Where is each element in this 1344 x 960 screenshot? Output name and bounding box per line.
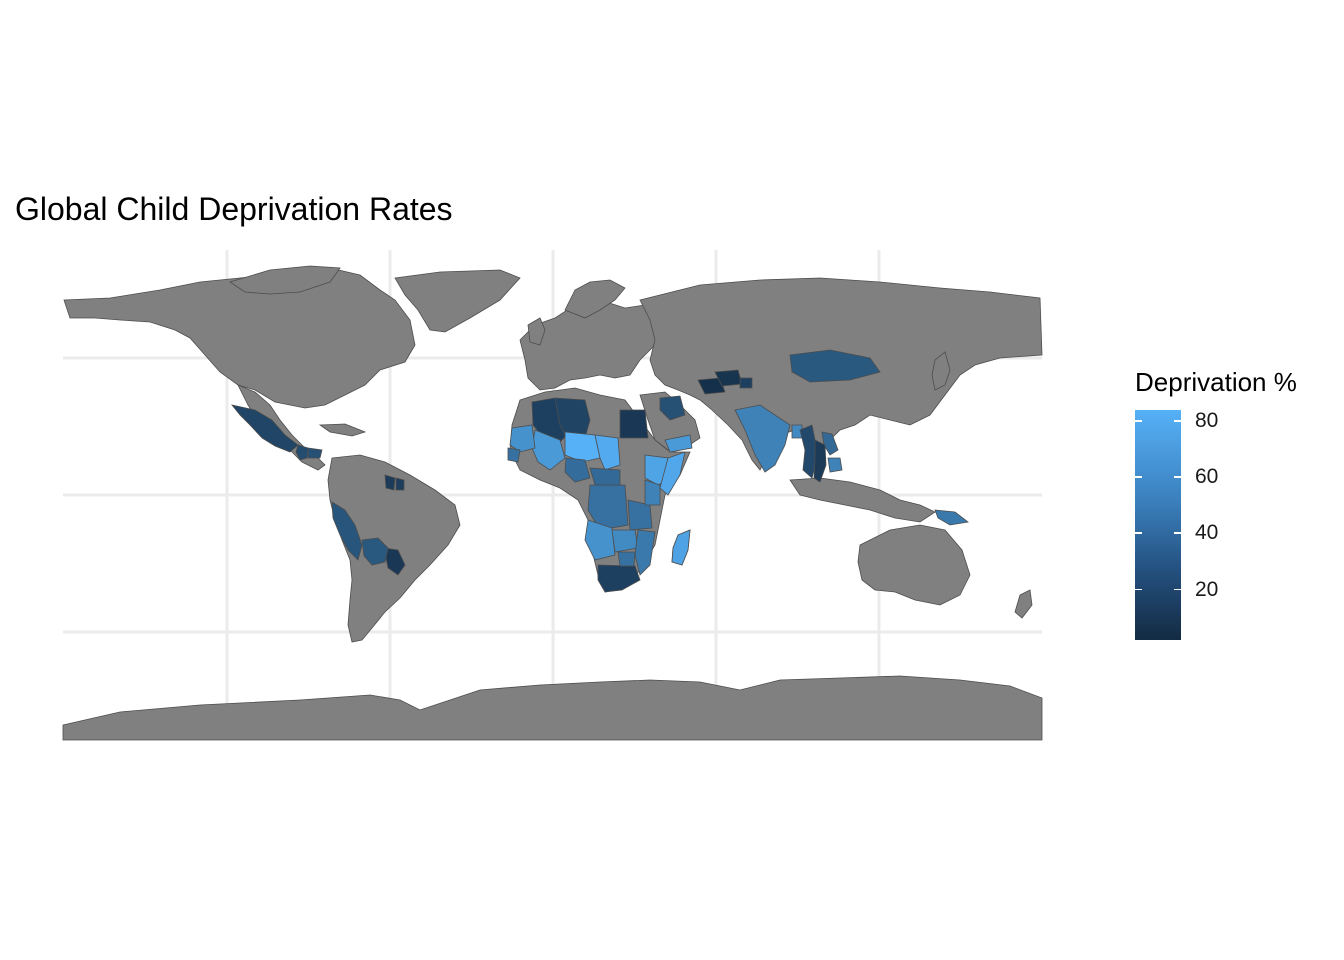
- chart-title: Global Child Deprivation Rates: [15, 191, 453, 227]
- country-paraguay: [383, 547, 406, 576]
- country-peru: [331, 501, 363, 561]
- legend-tick-label: 60: [1195, 465, 1219, 489]
- country-suriname: [395, 477, 405, 491]
- country-cambodia: [827, 457, 843, 473]
- country-laos: [821, 431, 839, 456]
- country-papua-new-guinea: [934, 509, 969, 526]
- country-niger: [564, 431, 601, 463]
- landmass-cuba: [318, 423, 367, 437]
- landmass-australia: [857, 524, 971, 606]
- landmass-antarctica: [62, 675, 1043, 741]
- country-turkmenistan: [697, 377, 726, 395]
- country-tajikistan: [739, 377, 753, 389]
- country-angola: [584, 519, 616, 561]
- landmass-uk: [527, 317, 546, 346]
- landmass-scandinavia: [564, 279, 626, 319]
- country-india: [734, 404, 791, 473]
- country-mozambique: [634, 529, 656, 576]
- legend-title: Deprivation %: [1135, 367, 1297, 397]
- country-south-africa: [597, 564, 641, 593]
- country-egypt: [619, 409, 649, 439]
- country-chad: [594, 434, 621, 471]
- country-honduras: [307, 447, 323, 459]
- country-mauritania: [509, 424, 536, 453]
- legend-tick-label: 80: [1195, 409, 1219, 433]
- country-tanzania: [627, 499, 653, 531]
- country-guyana: [384, 474, 396, 491]
- legend-tick-label: 20: [1195, 577, 1219, 601]
- country-somalia: [659, 451, 686, 496]
- country-iraq: [659, 395, 686, 421]
- country-myanmar: [799, 424, 819, 479]
- landmass-arctic-islands: [229, 265, 341, 295]
- country-zambia: [611, 529, 639, 553]
- country-central-african-republic: [589, 467, 621, 486]
- country-mongolia: [789, 349, 881, 383]
- country-kenya: [644, 479, 661, 506]
- country-mexico: [230, 404, 299, 453]
- landmass-greenland: [394, 269, 521, 333]
- landmass-southeast-asia: [789, 477, 936, 523]
- country-senegal: [507, 447, 521, 463]
- country-shapes: [230, 349, 969, 593]
- landmass-japan: [931, 351, 951, 391]
- country-bolivia: [361, 537, 389, 566]
- country-madagascar: [671, 529, 691, 566]
- country-yemen: [664, 434, 693, 453]
- country-nigeria: [564, 457, 591, 483]
- country-zimbabwe: [617, 551, 636, 567]
- country-thailand: [813, 439, 827, 483]
- legend-tick-label: 40: [1195, 521, 1219, 545]
- landmass-new-zealand: [1014, 589, 1033, 619]
- legend-colorbar: [1135, 410, 1181, 640]
- country-guatemala: [295, 444, 309, 461]
